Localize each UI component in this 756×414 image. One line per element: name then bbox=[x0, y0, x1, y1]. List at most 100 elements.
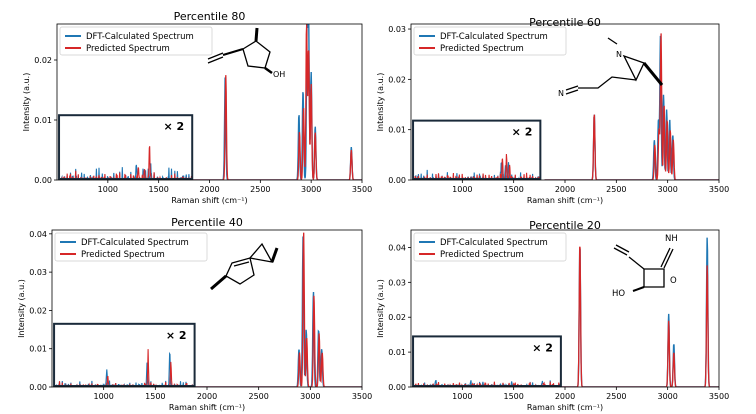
predicted-series-line bbox=[544, 246, 719, 387]
x-tick-label: 1000 bbox=[452, 392, 472, 401]
y-tick-label: 0.02 bbox=[388, 313, 406, 322]
legend-dft-label: DFT-Calculated Spectrum bbox=[440, 238, 548, 248]
x-tick-label: 2500 bbox=[250, 185, 270, 194]
inset-box bbox=[412, 119, 542, 180]
panel-3: Percentile 40 × 2 1000 1500 2000 2500 3000 3500… bbox=[17, 216, 372, 412]
x-tick-label: 2500 bbox=[248, 392, 268, 401]
y-tick-label: 0.00 bbox=[388, 176, 406, 185]
inset-predicted-series-line bbox=[58, 146, 193, 180]
y-tick-label: 0.02 bbox=[388, 75, 406, 84]
y-tick-label: 0.02 bbox=[34, 56, 52, 65]
y-axis-label: Intensity (a.u.) bbox=[22, 73, 31, 132]
y-tick-label: 0.00 bbox=[29, 383, 47, 392]
y-tick-label: 0.03 bbox=[29, 268, 47, 277]
inset-predicted-series-line bbox=[53, 349, 196, 387]
panel-4: Percentile 20 × 2 1000 1500 2000 2500 3000 3500… bbox=[376, 219, 729, 412]
molecule-label: O bbox=[670, 276, 677, 286]
legend-predicted-label: Predicted Spectrum bbox=[81, 250, 165, 260]
panel-title: Percentile 80 bbox=[174, 10, 246, 23]
x-tick-label: 1500 bbox=[503, 185, 523, 194]
x-tick-label: 2000 bbox=[199, 185, 219, 194]
predicted-series-line bbox=[544, 33, 719, 180]
molecule-structure-1 bbox=[207, 27, 273, 75]
y-axis-label: Intensity (a.u.) bbox=[376, 279, 385, 338]
legend-predicted-label: Predicted Spectrum bbox=[86, 44, 170, 54]
x-tick-label: 1000 bbox=[452, 185, 472, 194]
y-axis-label: Intensity (a.u.) bbox=[376, 73, 385, 132]
inset-box bbox=[53, 322, 196, 388]
y-tick-label: 0.02 bbox=[29, 306, 47, 315]
legend-dft-label: DFT-Calculated Spectrum bbox=[81, 238, 189, 248]
legend-box bbox=[413, 232, 567, 262]
y-tick-label: 0.01 bbox=[29, 345, 47, 354]
x-axis-label: Raman shift (cm⁻¹) bbox=[527, 196, 603, 205]
legend-box bbox=[413, 26, 567, 56]
y-tick-label: 0.04 bbox=[29, 230, 47, 239]
x-tick-label: 3000 bbox=[300, 392, 320, 401]
x-tick-label: 2000 bbox=[555, 392, 575, 401]
x-tick-label: 3000 bbox=[301, 185, 321, 194]
molecule-label: HO bbox=[612, 289, 625, 299]
legend: DFT-Calculated Spectrum Predicted Spectru… bbox=[54, 232, 208, 262]
y-tick-label: 0.01 bbox=[388, 126, 406, 135]
molecule-label: N bbox=[558, 89, 564, 98]
y-tick-label: 0.03 bbox=[388, 278, 406, 287]
x-tick-label: 3500 bbox=[709, 185, 729, 194]
inset-scale-label: × 2 bbox=[164, 120, 185, 133]
legend: DFT-Calculated Spectrum Predicted Spectru… bbox=[59, 26, 213, 56]
plot-area bbox=[412, 33, 719, 180]
molecule-structure-2 bbox=[565, 37, 664, 95]
legend: DFT-Calculated Spectrum Predicted Spectru… bbox=[413, 232, 567, 262]
y-axis-label: Intensity (a.u.) bbox=[17, 279, 26, 338]
y-tick-label: 0.03 bbox=[388, 25, 406, 34]
x-axis-label: Raman shift (cm⁻¹) bbox=[527, 403, 603, 412]
legend-predicted-label: Predicted Spectrum bbox=[440, 250, 524, 260]
dft-series-line bbox=[544, 35, 719, 180]
legend-box bbox=[59, 26, 213, 56]
panel-2: Percentile 60 × 2 1000 1500 2000 2500 3000 3500… bbox=[376, 16, 729, 205]
y-tick-label: 0.01 bbox=[34, 116, 52, 125]
x-tick-label: 2500 bbox=[606, 392, 626, 401]
panel-title: Percentile 20 bbox=[529, 219, 601, 232]
panel-title: Percentile 60 bbox=[529, 16, 601, 29]
dft-series-line bbox=[189, 24, 362, 180]
inset-scale-label: × 2 bbox=[166, 329, 187, 342]
y-tick-label: 0.00 bbox=[34, 176, 52, 185]
legend-predicted-label: Predicted Spectrum bbox=[440, 44, 524, 54]
plot-area bbox=[58, 24, 362, 180]
x-tick-label: 3000 bbox=[657, 185, 677, 194]
legend-box bbox=[54, 232, 208, 262]
x-tick-label: 2000 bbox=[197, 392, 217, 401]
y-tick-label: 0.01 bbox=[388, 348, 406, 357]
inset-dft-series-line bbox=[53, 351, 196, 387]
legend-dft-label: DFT-Calculated Spectrum bbox=[440, 32, 548, 42]
x-tick-label: 3500 bbox=[709, 392, 729, 401]
x-tick-label: 3500 bbox=[352, 392, 372, 401]
predicted-series-line bbox=[189, 24, 362, 180]
inset-dft-series-line bbox=[58, 163, 193, 180]
x-tick-label: 1000 bbox=[93, 392, 113, 401]
x-tick-label: 3500 bbox=[352, 185, 372, 194]
x-axis-label: Raman shift (cm⁻¹) bbox=[171, 196, 247, 205]
molecule-label: OH bbox=[273, 70, 285, 79]
x-axis-label: Raman shift (cm⁻¹) bbox=[169, 403, 245, 412]
y-tick-label: 0.04 bbox=[388, 243, 406, 252]
panel-1: Percentile 80 × 2 1000 1500 2000 2500 3000 3500… bbox=[22, 10, 372, 205]
inset-box bbox=[412, 335, 562, 387]
legend: DFT-Calculated Spectrum Predicted Spectru… bbox=[413, 26, 567, 56]
x-tick-label: 2000 bbox=[555, 185, 575, 194]
panel-title: Percentile 40 bbox=[171, 216, 243, 229]
x-tick-label: 3000 bbox=[657, 392, 677, 401]
molecule-label: NH bbox=[665, 234, 678, 244]
molecule-label: N bbox=[616, 50, 622, 59]
x-tick-label: 1500 bbox=[145, 392, 165, 401]
y-tick-label: 0.00 bbox=[388, 383, 406, 392]
inset-scale-label: × 2 bbox=[532, 341, 553, 354]
x-tick-label: 1000 bbox=[98, 185, 118, 194]
inset-scale-label: × 2 bbox=[512, 126, 533, 139]
x-tick-label: 2500 bbox=[606, 185, 626, 194]
x-tick-label: 1500 bbox=[503, 392, 523, 401]
x-tick-label: 1500 bbox=[148, 185, 168, 194]
molecule-structure-4 bbox=[613, 244, 674, 292]
